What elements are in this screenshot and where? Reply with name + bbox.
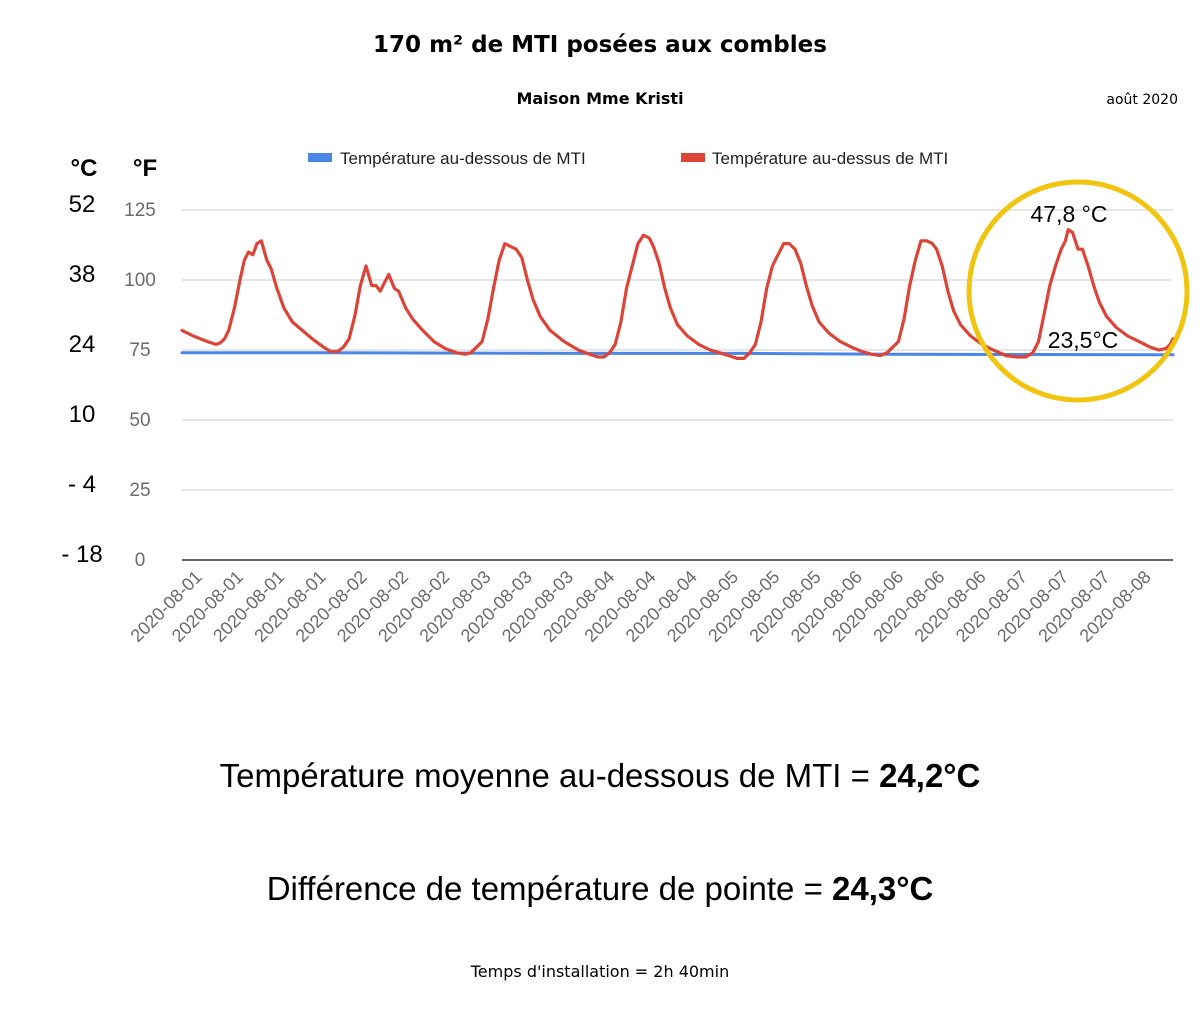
peak-difference-stat: Différence de température de pointe = 24…: [0, 870, 1200, 908]
installation-time: Temps d'installation = 2h 40min: [470, 962, 730, 981]
legend-swatch-above: [681, 153, 705, 162]
y-tick-label-f: 100: [124, 270, 156, 291]
legend-swatch-below: [308, 153, 332, 162]
chart-date: août 2020: [1106, 92, 1178, 108]
y-tick-label-f: 125: [124, 200, 156, 221]
legend-label-above: Température au-dessus de MTI: [712, 149, 948, 168]
annotation-below: 23,5°C: [1048, 327, 1119, 353]
peak-difference-value: 24,3°C: [832, 870, 934, 907]
y-tick-label-f: 25: [129, 480, 150, 501]
series-line-above: [180, 228, 1175, 360]
average-temperature-label: Température moyenne au-dessous de MTI =: [219, 757, 880, 794]
y-tick-label-f: 75: [129, 340, 150, 361]
y-axis-unit-fahrenheit: °F: [133, 155, 157, 182]
y-axis-unit-celsius: °C: [71, 155, 98, 182]
y-tick-label-c: 52: [69, 191, 96, 218]
average-temperature-stat: Température moyenne au-dessous de MTI = …: [0, 757, 1200, 795]
legend-label-below: Température au-dessous de MTI: [340, 149, 586, 168]
series-line-below: [180, 351, 1175, 357]
average-temperature-value: 24,2°C: [879, 757, 981, 794]
y-tick-label-c: - 4: [68, 471, 96, 498]
y-tick-label-c: 38: [69, 261, 96, 288]
y-tick-label-f: 50: [129, 410, 150, 431]
annotation-peak-above: 47,8 °C: [1031, 201, 1108, 227]
y-tick-label-c: 24: [69, 331, 96, 358]
y-tick-label-c: 10: [69, 401, 96, 428]
chart-title: 170 m² de MTI posées aux combles: [373, 32, 827, 58]
peak-difference-label: Différence de température de pointe =: [266, 870, 833, 907]
highlight-circle: [966, 179, 1190, 403]
chart-subtitle: Maison Mme Kristi: [516, 89, 684, 108]
y-tick-label-f: 0: [135, 550, 146, 571]
y-tick-label-c: - 18: [61, 541, 102, 568]
